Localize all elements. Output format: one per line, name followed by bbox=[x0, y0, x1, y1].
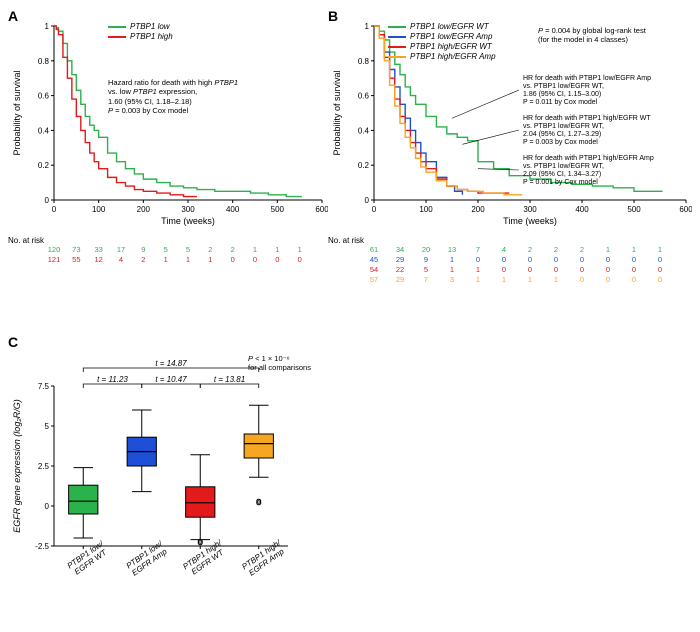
legend-item: PTBP1 low/EGFR WT bbox=[388, 22, 496, 31]
svg-text:HR for death with PTBP1 high/E: HR for death with PTBP1 high/EGFR WT bbox=[523, 115, 651, 122]
svg-text:Time (weeks): Time (weeks) bbox=[503, 216, 557, 226]
svg-text:200: 200 bbox=[137, 205, 151, 214]
svg-text:300: 300 bbox=[523, 205, 537, 214]
risk-title: No. at risk bbox=[8, 236, 328, 245]
legend-item: PTBP1 low/EGFR Amp bbox=[388, 32, 496, 41]
svg-text:Time (weeks): Time (weeks) bbox=[161, 216, 215, 226]
risk-row: 6134201374222111 bbox=[328, 245, 692, 255]
svg-text:vs. PTBP1 low/EGFR WT,: vs. PTBP1 low/EGFR WT, bbox=[523, 163, 604, 170]
svg-text:0.6: 0.6 bbox=[38, 92, 50, 101]
svg-text:0.4: 0.4 bbox=[38, 126, 50, 135]
svg-text:1: 1 bbox=[365, 22, 370, 31]
panel-c-categories: PTBP1 low/EGFR WTPTBP1 low/EGFR AmpPTBP1… bbox=[54, 552, 294, 570]
risk-title: No. at risk bbox=[328, 236, 692, 245]
risk-row: 12073331795522111 bbox=[8, 245, 328, 255]
panel-c-p-text: P < 1 × 10⁻⁶ for all comparisons bbox=[248, 354, 311, 373]
svg-text:P = 0.011 by Cox model: P = 0.011 by Cox model bbox=[523, 99, 598, 106]
risk-row: 1215512421110000 bbox=[8, 255, 328, 265]
panel-b-legend: PTBP1 low/EGFR WTPTBP1 low/EGFR AmpPTBP1… bbox=[388, 22, 496, 62]
legend-item: PTBP1 high bbox=[108, 32, 173, 41]
svg-text:1: 1 bbox=[45, 22, 50, 31]
svg-text:t = 10.47: t = 10.47 bbox=[155, 375, 187, 384]
svg-text:P = 0.003 by Cox model: P = 0.003 by Cox model bbox=[523, 139, 598, 146]
svg-text:500: 500 bbox=[627, 205, 641, 214]
svg-text:HR for death with PTBP1 high/E: HR for death with PTBP1 high/EGFR Amp bbox=[523, 155, 654, 162]
panel-a: A 00.20.40.60.810100200300400500600Proba… bbox=[8, 8, 328, 308]
svg-text:600: 600 bbox=[679, 205, 692, 214]
svg-text:600: 600 bbox=[315, 205, 328, 214]
svg-text:0.6: 0.6 bbox=[358, 92, 370, 101]
svg-text:P = 0.001 by Cox model: P = 0.001 by Cox model bbox=[523, 179, 598, 186]
svg-text:0: 0 bbox=[365, 196, 370, 205]
risk-row: 57297311110000 bbox=[328, 275, 692, 285]
svg-text:2.5: 2.5 bbox=[38, 462, 50, 471]
svg-text:0.2: 0.2 bbox=[358, 161, 370, 170]
panel-c: C -2.502.557.5EGFR gene expression (log₂… bbox=[8, 334, 348, 624]
svg-text:7.5: 7.5 bbox=[38, 382, 50, 391]
svg-text:0: 0 bbox=[45, 502, 50, 511]
svg-text:200: 200 bbox=[471, 205, 485, 214]
panel-a-chart: 0 0.2 0.4 0.6 0.8 1 0 100 200 300 400 500 600 Probabi… bbox=[8, 20, 328, 230]
svg-text:0.2: 0.2 bbox=[38, 161, 50, 170]
panel-b: B 00.20.40.60.810100200300400500600Proba… bbox=[328, 8, 692, 328]
svg-text:400: 400 bbox=[575, 205, 589, 214]
legend-item: PTBP1 high/EGFR Amp bbox=[388, 52, 496, 61]
svg-text:2.04 (95% CI, 1.27–3.29): 2.04 (95% CI, 1.27–3.29) bbox=[523, 131, 601, 138]
svg-text:vs. PTBP1 low/EGFR WT,: vs. PTBP1 low/EGFR WT, bbox=[523, 83, 604, 90]
svg-text:5: 5 bbox=[45, 422, 50, 431]
svg-text:0.8: 0.8 bbox=[38, 57, 50, 66]
panel-c-chart: -2.5 0 2.5 5 7.5 EGFR gene expression (log₂R/… bbox=[8, 346, 348, 586]
legend-item: PTBP1 high/EGFR WT bbox=[388, 42, 496, 51]
svg-text:2.09 (95% CI, 1.34–3.27): 2.09 (95% CI, 1.34–3.27) bbox=[523, 171, 601, 178]
svg-text:500: 500 bbox=[271, 205, 285, 214]
panel-a-risk-table: No. at risk12073331795522111121551242111… bbox=[8, 236, 328, 265]
svg-text:Probability of survival: Probability of survival bbox=[12, 70, 22, 155]
panel-a-annotation: Hazard ratio for death with high PTBP1vs… bbox=[108, 78, 238, 116]
svg-text:400: 400 bbox=[226, 205, 240, 214]
panel-a-legend: PTBP1 lowPTBP1 high bbox=[108, 22, 173, 42]
svg-text:HR for death with PTBP1 low/EG: HR for death with PTBP1 low/EGFR Amp bbox=[523, 75, 651, 82]
svg-text:-2.5: -2.5 bbox=[35, 542, 49, 551]
svg-text:100: 100 bbox=[92, 205, 106, 214]
svg-text:EGFR gene expression (log₂R/G): EGFR gene expression (log₂R/G) bbox=[12, 399, 22, 532]
panel-b-risk-table: No. at risk61342013742221114529910000000… bbox=[328, 236, 692, 285]
svg-text:100: 100 bbox=[419, 205, 433, 214]
svg-text:t = 13.81: t = 13.81 bbox=[214, 375, 245, 384]
svg-text:Probability of survival: Probability of survival bbox=[332, 70, 342, 155]
risk-row: 45299100000000 bbox=[328, 255, 692, 265]
panel-b-global-p: P = 0.004 by global log-rank test (for t… bbox=[538, 26, 646, 45]
svg-text:0.4: 0.4 bbox=[358, 126, 370, 135]
svg-text:1.86 (95% CI, 1.15–3.00): 1.86 (95% CI, 1.15–3.00) bbox=[523, 91, 601, 98]
svg-text:0.8: 0.8 bbox=[358, 57, 370, 66]
panel-b-chart: 0 0.2 0.4 0.6 0.8 1 0 100 200 300 400 500 600 Probabi… bbox=[328, 20, 692, 230]
svg-text:t = 11.23: t = 11.23 bbox=[97, 375, 128, 384]
svg-text:0: 0 bbox=[372, 205, 377, 214]
figure: A 00.20.40.60.810100200300400500600Proba… bbox=[8, 8, 692, 624]
svg-text:0: 0 bbox=[45, 196, 50, 205]
svg-text:300: 300 bbox=[181, 205, 195, 214]
svg-text:t = 14.87: t = 14.87 bbox=[155, 359, 187, 368]
risk-row: 54225110000000 bbox=[328, 265, 692, 275]
svg-text:0: 0 bbox=[52, 205, 57, 214]
svg-text:vs. PTBP1 low/EGFR WT,: vs. PTBP1 low/EGFR WT, bbox=[523, 123, 604, 130]
legend-item: PTBP1 low bbox=[108, 22, 173, 31]
